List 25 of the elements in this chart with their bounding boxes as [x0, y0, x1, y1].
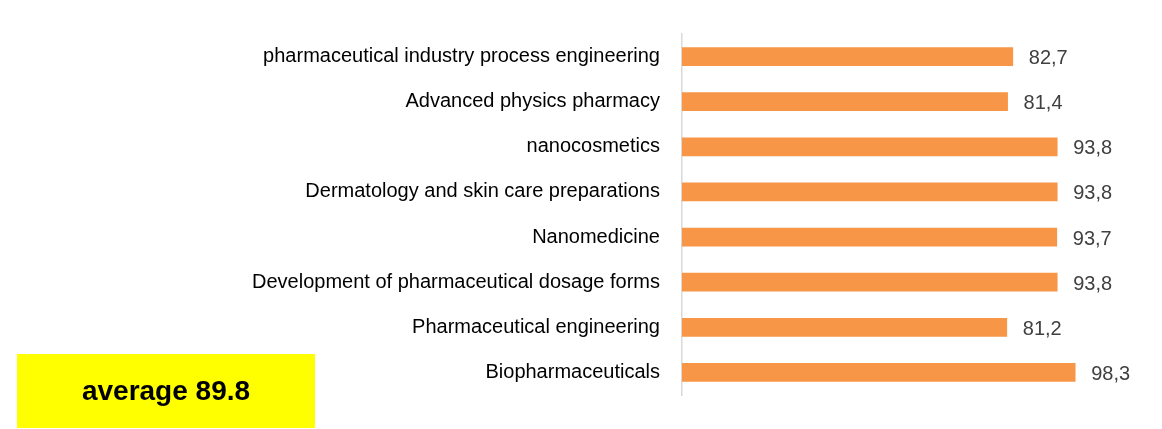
data-label: 81,4 [1023, 91, 1063, 114]
bar [682, 363, 1076, 382]
y-tick-label: Biopharmaceuticals [485, 359, 660, 382]
data-label: 98,3 [1091, 361, 1131, 384]
bar [682, 182, 1058, 202]
y-tick-label: pharmaceutical industry process engineering [263, 44, 660, 67]
y-tick-label: Pharmaceutical engineering [412, 314, 660, 337]
data-label: 93,8 [1073, 136, 1113, 159]
bar [682, 92, 1008, 112]
bar [682, 272, 1058, 292]
y-tick-label: Dermatology and skin care preparations [305, 179, 660, 202]
bar [682, 47, 1014, 66]
data-label: 93,8 [1073, 271, 1113, 294]
data-label: 81,2 [1022, 316, 1062, 339]
text: average 89.8 [17, 354, 315, 428]
y-tick-label: nanocosmetics [526, 134, 660, 157]
data-label: 82,7 [1028, 46, 1068, 69]
data-label: 93,8 [1073, 181, 1113, 204]
bar [682, 317, 1008, 337]
y-tick-label: Development of pharmaceutical dosage forms [252, 269, 660, 292]
bar [682, 137, 1058, 157]
y-tick-label: Advanced physics pharmacy [405, 89, 660, 112]
bar [682, 227, 1058, 247]
y-tick-label: Nanomedicine [532, 224, 660, 247]
data-label: 93,7 [1072, 226, 1112, 249]
